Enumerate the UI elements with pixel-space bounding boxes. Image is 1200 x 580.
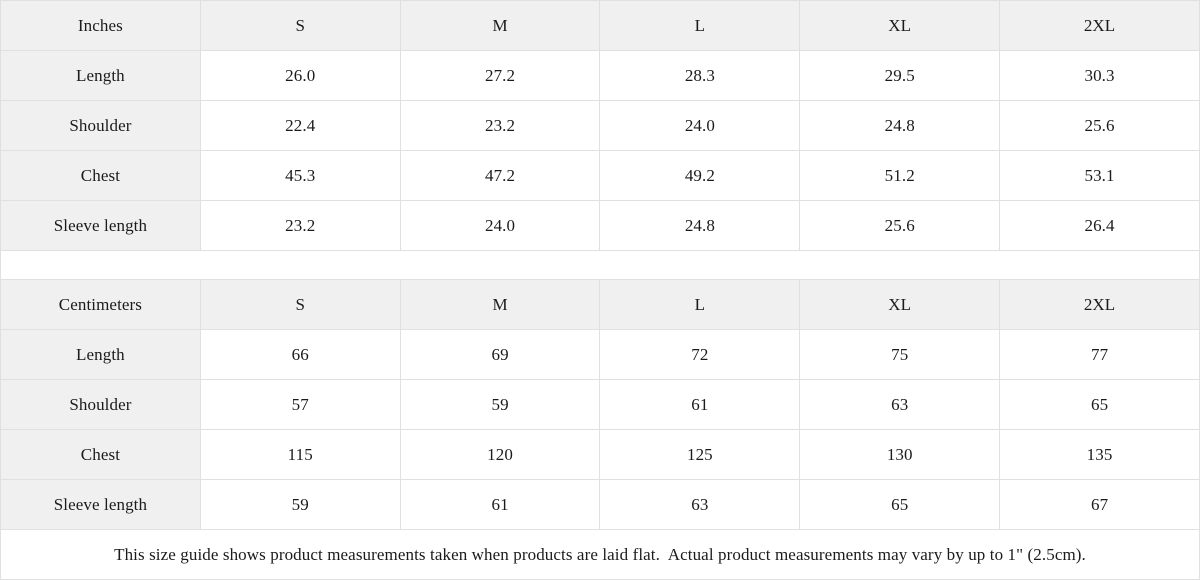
measurement-label-cell: Sleeve length	[0, 200, 201, 251]
measurement-value-cell: 75	[799, 329, 1001, 380]
measurement-value-cell: 29.5	[799, 50, 1001, 101]
measurement-label-cell: Shoulder	[0, 379, 201, 430]
measurement-value-cell: 65	[799, 479, 1001, 530]
measurement-value-cell: 120	[399, 429, 601, 480]
size-header-cell: 2XL	[999, 0, 1200, 51]
measurement-label-cell: Chest	[0, 429, 201, 480]
measurement-value-cell: 23.2	[199, 200, 401, 251]
measurement-value-cell: 49.2	[599, 150, 801, 201]
size-guide-disclaimer: This size guide shows product measuremen…	[0, 530, 1200, 580]
measurement-value-cell: 26.0	[199, 50, 401, 101]
measurement-label-cell: Length	[0, 50, 201, 101]
size-header-cell: M	[399, 279, 601, 330]
measurement-label-cell: Shoulder	[0, 100, 201, 151]
measurement-value-cell: 57	[199, 379, 401, 430]
measurement-row: Sleeve length 23.2 24.0 24.8 25.6 26.4	[0, 200, 1200, 251]
measurement-value-cell: 61	[399, 479, 601, 530]
measurement-row: Shoulder 22.4 23.2 24.0 24.8 25.6	[0, 100, 1200, 151]
measurement-label-cell: Length	[0, 329, 201, 380]
measurement-row: Sleeve length 59 61 63 65 67	[0, 479, 1200, 530]
measurement-value-cell: 45.3	[199, 150, 401, 201]
measurement-value-cell: 24.0	[399, 200, 601, 251]
size-header-cell: S	[199, 0, 401, 51]
measurement-value-cell: 69	[399, 329, 601, 380]
measurement-value-cell: 59	[399, 379, 601, 430]
measurement-value-cell: 51.2	[799, 150, 1001, 201]
measurement-value-cell: 63	[599, 479, 801, 530]
size-header-cell: S	[199, 279, 401, 330]
measurement-row: Chest 115 120 125 130 135	[0, 429, 1200, 480]
measurement-value-cell: 66	[199, 329, 401, 380]
measurement-row: Shoulder 57 59 61 63 65	[0, 379, 1200, 430]
measurement-value-cell: 72	[599, 329, 801, 380]
measurement-value-cell: 59	[199, 479, 401, 530]
measurement-value-cell: 135	[999, 429, 1200, 480]
size-table-centimeters: Centimeters S M L XL 2XL Length 66 69 72 75 77 Shoul…	[0, 279, 1200, 530]
measurement-value-cell: 25.6	[999, 100, 1200, 151]
measurement-value-cell: 25.6	[799, 200, 1001, 251]
size-header-cell: M	[399, 0, 601, 51]
measurement-value-cell: 65	[999, 379, 1200, 430]
table-spacer	[0, 251, 1200, 279]
measurement-value-cell: 130	[799, 429, 1001, 480]
size-header-cell: XL	[799, 0, 1001, 51]
size-header-cell: 2XL	[999, 279, 1200, 330]
measurement-value-cell: 24.8	[599, 200, 801, 251]
size-header-cell: L	[599, 0, 801, 51]
measurement-row: Length 26.0 27.2 28.3 29.5 30.3	[0, 50, 1200, 101]
size-header-row: Centimeters S M L XL 2XL	[0, 279, 1200, 330]
measurement-value-cell: 26.4	[999, 200, 1200, 251]
measurement-value-cell: 77	[999, 329, 1200, 380]
measurement-label-cell: Sleeve length	[0, 479, 201, 530]
measurement-value-cell: 67	[999, 479, 1200, 530]
measurement-value-cell: 53.1	[999, 150, 1200, 201]
measurement-row: Length 66 69 72 75 77	[0, 329, 1200, 380]
size-header-cell: L	[599, 279, 801, 330]
measurement-value-cell: 30.3	[999, 50, 1200, 101]
measurement-value-cell: 47.2	[399, 150, 601, 201]
size-table-inches: Inches S M L XL 2XL Length 26.0 27.2 28.3 29.5 30.3…	[0, 0, 1200, 251]
measurement-value-cell: 61	[599, 379, 801, 430]
measurement-value-cell: 24.8	[799, 100, 1001, 151]
measurement-label-cell: Chest	[0, 150, 201, 201]
measurement-value-cell: 28.3	[599, 50, 801, 101]
measurement-value-cell: 125	[599, 429, 801, 480]
measurement-value-cell: 27.2	[399, 50, 601, 101]
measurement-value-cell: 63	[799, 379, 1001, 430]
measurement-value-cell: 115	[199, 429, 401, 480]
unit-header-cell: Centimeters	[0, 279, 201, 330]
size-header-row: Inches S M L XL 2XL	[0, 0, 1200, 51]
measurement-value-cell: 22.4	[199, 100, 401, 151]
measurement-value-cell: 24.0	[599, 100, 801, 151]
measurement-value-cell: 23.2	[399, 100, 601, 151]
size-header-cell: XL	[799, 279, 1001, 330]
measurement-row: Chest 45.3 47.2 49.2 51.2 53.1	[0, 150, 1200, 201]
unit-header-cell: Inches	[0, 0, 201, 51]
